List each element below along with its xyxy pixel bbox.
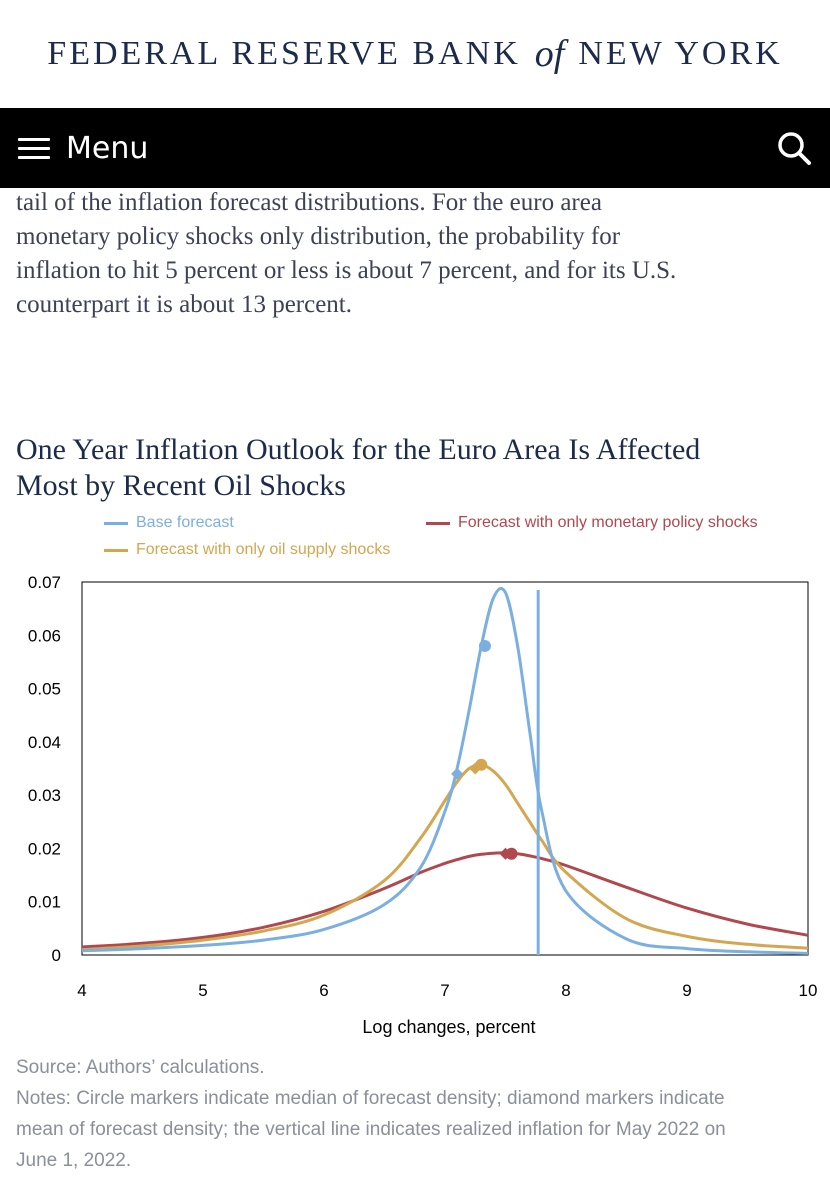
- legend-swatch-monetary: [426, 521, 450, 525]
- x-tick-label: 7: [440, 981, 449, 1000]
- legend-label-monetary: Forecast with only monetary policy shock…: [458, 514, 758, 531]
- y-tick-label: 0.03: [28, 786, 61, 805]
- y-tick-label: 0.01: [28, 893, 61, 912]
- search-button[interactable]: [776, 130, 812, 166]
- legend-swatch-oil: [104, 548, 128, 552]
- paragraph-line: tail of the inflation forecast distribut…: [16, 189, 602, 216]
- site-logo[interactable]: FEDERAL RESERVE BANK of NEW YORK: [0, 0, 830, 108]
- hamburger-icon: [18, 136, 50, 160]
- menu-label: Menu: [66, 130, 149, 166]
- y-tick-label: 0.02: [28, 839, 61, 858]
- legend-swatch-base: [104, 521, 128, 525]
- brand-name-part2: NEW YORK: [578, 35, 783, 72]
- paragraph-line: inflation to hit 5 percent or less is ab…: [16, 257, 677, 284]
- notes-line: mean of forecast density; the vertical l…: [16, 1119, 726, 1140]
- x-tick-label: 4: [77, 981, 86, 1000]
- legend-label-base: Base forecast: [136, 514, 234, 531]
- legend-item-monetary: Forecast with only monetary policy shock…: [426, 514, 758, 532]
- notes-line: June 1, 2022.: [16, 1150, 132, 1171]
- x-tick-label: 8: [561, 981, 570, 1000]
- series-line-monetary: [81, 851, 809, 949]
- chart: 0 0.01 0.02 0.03 0.04 0.05 0.06 0.07 4 5 6 7 8 9 10 Log…: [28, 573, 818, 1037]
- menu-button[interactable]: Menu: [18, 108, 148, 188]
- mean-diamond-marker: [451, 767, 464, 780]
- plot-frame: [81, 581, 809, 956]
- notes-line: Notes: Circle markers indicate median of…: [16, 1088, 725, 1109]
- chart-source: Source: Authors’ calculations.: [16, 1057, 265, 1078]
- x-tick-label: 10: [799, 981, 818, 1000]
- article-paragraph: tail of the inflation forecast distribut…: [16, 186, 816, 322]
- y-tick-label: 0.04: [28, 733, 61, 752]
- chart-notes: Notes: Circle markers indicate median of…: [16, 1083, 816, 1176]
- series-line-oil: [81, 763, 809, 952]
- y-tick-label: 0.07: [28, 573, 61, 592]
- legend-label-oil: Forecast with only oil supply shocks: [136, 541, 391, 558]
- navigation-bar: Menu: [0, 108, 830, 188]
- y-tick-label: 0.06: [28, 626, 61, 645]
- x-axis-title: Log changes, percent: [362, 1017, 535, 1037]
- paragraph-line: counterpart it is about 13 percent.: [16, 291, 352, 318]
- median-circle-marker: [475, 758, 488, 771]
- chart-title-line: One Year Inflation Outlook for the Euro …: [16, 433, 701, 466]
- legend-item-base: Base forecast: [104, 514, 234, 532]
- x-tick-label: 9: [682, 981, 691, 1000]
- paragraph-line: monetary policy shocks only distribution…: [16, 223, 621, 250]
- y-tick-label: 0: [52, 946, 61, 965]
- brand-name-part1: FEDERAL RESERVE BANK: [47, 35, 521, 72]
- series-line-base: [81, 587, 809, 955]
- chart-title: One Year Inflation Outlook for the Euro …: [16, 432, 816, 504]
- x-tick-label: 5: [198, 981, 207, 1000]
- y-tick-label: 0.05: [28, 680, 61, 699]
- median-circle-marker: [478, 639, 491, 652]
- chart-title-line: Most by Recent Oil Shocks: [16, 469, 346, 502]
- median-circle-marker: [505, 847, 518, 860]
- search-icon: [778, 132, 811, 165]
- plot-area: 0 0.01 0.02 0.03 0.04 0.05 0.06 0.07 4 5 6 7 8 9 10 Log…: [28, 573, 818, 1037]
- brand-name-of: of: [534, 33, 565, 75]
- legend-item-oil: Forecast with only oil supply shocks: [104, 541, 390, 559]
- x-tick-label: 6: [319, 981, 328, 1000]
